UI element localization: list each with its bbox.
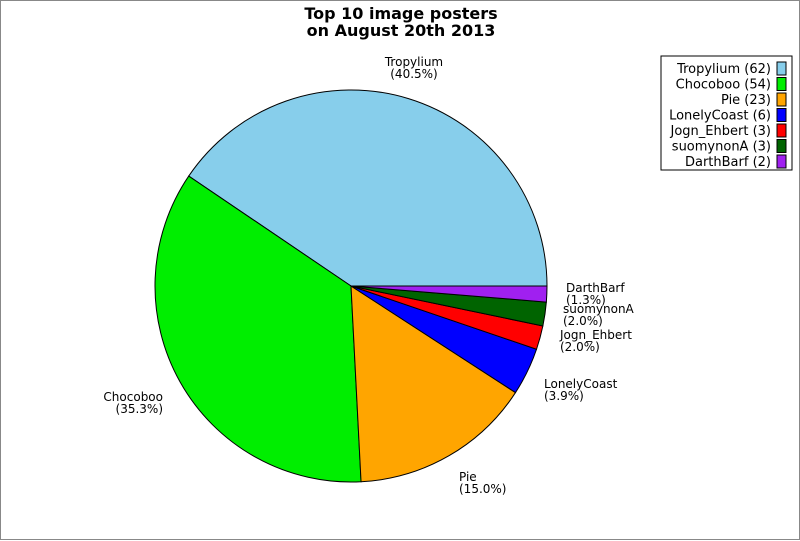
pie-slice-darthbarf	[350, 285, 548, 303]
legend-swatch	[776, 123, 787, 138]
slice-label-name: DarthBarf	[566, 281, 625, 295]
slice-label-percent: (3.9%)	[544, 389, 584, 403]
slice-label-percent: (1.3%)	[566, 293, 606, 307]
legend-label: Jogn_Ehbert (3)	[670, 124, 771, 139]
slice-label-percent: (15.0%)	[459, 482, 506, 496]
legend: Tropylium (62)Chocoboo (54)Pie (23)Lonel…	[660, 55, 793, 171]
legend-swatch	[776, 139, 787, 153]
chart-title-line-1: Top 10 image posters	[304, 4, 497, 23]
legend-swatch	[776, 77, 787, 91]
slice-label-name: Jogn_Ehbert	[559, 328, 632, 342]
pie-slice-tropylium	[188, 89, 548, 287]
chart-title-line-2: on August 20th 2013	[307, 21, 496, 40]
legend-label: suomynonA (3)	[672, 140, 771, 155]
slice-label-name: Pie	[459, 470, 477, 484]
pie-labels: Tropylium(40.5%) Chocoboo(35.3%) Pie(15.0%…	[103, 55, 634, 496]
slice-label-percent: (2.0%)	[563, 314, 603, 328]
slice-label-name: Tropylium	[384, 55, 443, 69]
legend-label: Pie (23)	[721, 93, 771, 108]
legend-box	[660, 55, 793, 171]
slice-label-name: suomynonA	[563, 302, 635, 316]
legend-swatch	[776, 154, 787, 169]
legend-label: LonelyCoast (6)	[669, 109, 771, 124]
pie-slice-chocoboo	[154, 175, 362, 483]
legend-swatch	[776, 92, 787, 107]
slice-label-percent: (2.0%)	[560, 340, 600, 354]
slice-label-percent: (40.5%)	[390, 67, 437, 81]
slice-label-name: Chocoboo	[103, 390, 163, 404]
legend-label: Chocoboo (54)	[676, 78, 771, 93]
slice-label-percent: (35.3%)	[116, 402, 163, 416]
pie-slice-pie	[350, 285, 517, 483]
legend-swatch	[776, 108, 787, 122]
slice-label-name: LonelyCoast	[544, 377, 618, 391]
pie-slices	[154, 89, 548, 483]
legend-label: Tropylium (62)	[676, 62, 771, 77]
legend-label: DarthBarf (2)	[685, 155, 771, 170]
legend-swatch	[776, 61, 787, 76]
